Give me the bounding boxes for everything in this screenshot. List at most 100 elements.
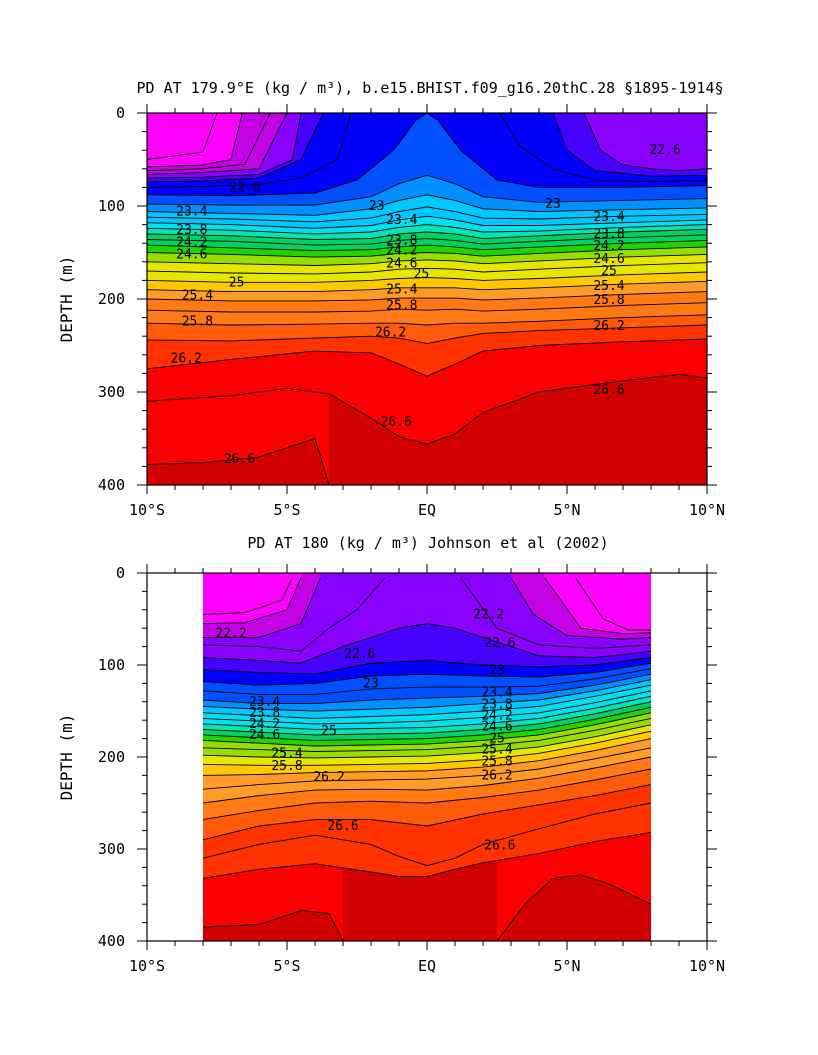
contour-label: 26.2 <box>375 325 406 340</box>
isopycnal-line <box>583 112 708 172</box>
isopycnal-line <box>146 239 708 252</box>
bottom-contour-lines <box>202 577 652 942</box>
contour-label: 25.4 <box>481 743 512 758</box>
isopycnal-line <box>146 253 708 266</box>
isopycnal-line <box>146 112 288 175</box>
isopycnal-line <box>146 112 271 172</box>
isopycnal-line <box>499 112 708 183</box>
contour-label: 24.2 <box>386 244 417 259</box>
isopycnal-line <box>202 768 652 821</box>
isopycnal-line <box>202 784 652 841</box>
contour-label: 26.6 <box>484 838 515 853</box>
contour-label: 26.2 <box>593 319 624 334</box>
isopycnal-line <box>146 215 708 229</box>
y-tick-label: 0 <box>116 564 125 582</box>
x-tick-label: 5°N <box>553 957 580 975</box>
contour-label: 25 <box>414 267 430 282</box>
bottom-contour-labels: 22.222.222.622.6232323.423.423.823.824.2… <box>215 607 515 853</box>
contour-label: 23.8 <box>176 223 207 238</box>
contour-label: 24.2 <box>593 239 624 254</box>
contour-label: 23.4 <box>593 210 624 225</box>
isopycnal-line <box>202 695 652 730</box>
bottom-ylabel: DEPTH (m) <box>57 714 76 801</box>
isopycnal-line <box>146 302 708 313</box>
contour-label: 24.6 <box>176 247 207 262</box>
contour-label: 24.6 <box>593 252 624 267</box>
contour-label: 24.2 <box>249 717 280 732</box>
isopycnal-line <box>146 234 708 246</box>
isopycnal-line <box>202 577 302 625</box>
isopycnal-line <box>202 712 652 747</box>
isopycnal-line <box>202 747 652 790</box>
x-tick-label: 10°N <box>689 957 725 975</box>
contour-label: 22.6 <box>344 647 375 662</box>
contour-label: 22.2 <box>473 607 504 622</box>
isopycnal-line <box>202 831 652 879</box>
contour-label: 23.8 <box>593 227 624 242</box>
isopycnal-line <box>496 874 652 942</box>
y-tick-label: 100 <box>98 197 125 215</box>
contour-label: 23 <box>369 199 385 214</box>
contour-label: 22.6 <box>484 636 515 651</box>
contour-label: 25.4 <box>271 746 302 761</box>
isopycnal-line <box>146 271 708 283</box>
density-band <box>147 113 217 160</box>
isopycnal-line <box>146 324 708 345</box>
contour-label: 24.2 <box>176 235 207 250</box>
top-axes: 10°S 5°S EQ 5°N 10°N 0 100 200 300 400 <box>98 104 725 519</box>
isopycnal-line <box>202 756 652 804</box>
contour-label: 25.4 <box>386 283 417 298</box>
isopycnal-line <box>202 662 652 686</box>
isopycnal-line <box>202 910 344 942</box>
isopycnal-line <box>202 690 652 725</box>
contour-label: 25 <box>601 264 617 279</box>
contour-label: 23 <box>363 676 379 691</box>
y-tick-label: 200 <box>98 748 125 766</box>
isopycnal-line <box>146 112 302 179</box>
x-tick-label: 10°S <box>129 501 165 519</box>
isopycnal-line <box>146 112 243 168</box>
bottom-panel: 22.222.222.622.6232323.423.423.823.824.2… <box>57 534 725 975</box>
x-tick-label: 5°S <box>273 501 300 519</box>
isopycnal-line <box>575 577 651 631</box>
contour-label: 23 <box>489 664 505 679</box>
top-ylabel: DEPTH (m) <box>57 256 76 343</box>
x-tick-label: 5°S <box>273 957 300 975</box>
contour-label: 23.8 <box>249 706 280 721</box>
isopycnal-line <box>460 577 652 649</box>
y-tick-label: 300 <box>98 383 125 401</box>
contour-label: 23.8 <box>481 698 512 713</box>
isopycnal-line <box>146 206 708 223</box>
y-tick-label: 0 <box>116 104 125 122</box>
isopycnal-line <box>146 112 352 188</box>
contour-label: 22.6 <box>229 180 260 195</box>
contour-label: 25.4 <box>593 279 624 294</box>
isopycnal-line <box>202 673 652 705</box>
x-tick-label: 10°N <box>689 501 725 519</box>
contour-label: 23.8 <box>386 233 417 248</box>
density-band <box>583 113 707 171</box>
y-tick-label: 400 <box>98 476 125 494</box>
isopycnal-line <box>202 623 652 664</box>
contour-label: 25.4 <box>182 288 213 303</box>
x-tick-label: EQ <box>418 957 436 975</box>
isopycnal-line <box>552 112 708 177</box>
isopycnal-line <box>146 246 708 258</box>
contour-label: 23.4 <box>176 205 207 220</box>
top-title: PD AT 179.9°E (kg / m³), b.e15.BHIST.f09… <box>137 79 724 97</box>
contour-label: 26.2 <box>171 352 202 367</box>
isopycnal-line <box>146 373 708 445</box>
contour-label: 22.2 <box>215 627 246 642</box>
bottom-axes: 10°S 5°S EQ 5°N 10°N 0 100 200 300 400 <box>98 564 725 975</box>
contour-label: 26.6 <box>593 383 624 398</box>
contour-label: 26.6 <box>327 819 358 834</box>
y-tick-label: 400 <box>98 932 125 950</box>
x-tick-label: 10°S <box>129 957 165 975</box>
isopycnal-line <box>146 224 708 235</box>
contour-label: 24.6 <box>481 720 512 735</box>
contour-label: 23 <box>545 197 561 212</box>
contour-label: 24.2 <box>481 709 512 724</box>
contour-label: 25 <box>489 732 505 747</box>
